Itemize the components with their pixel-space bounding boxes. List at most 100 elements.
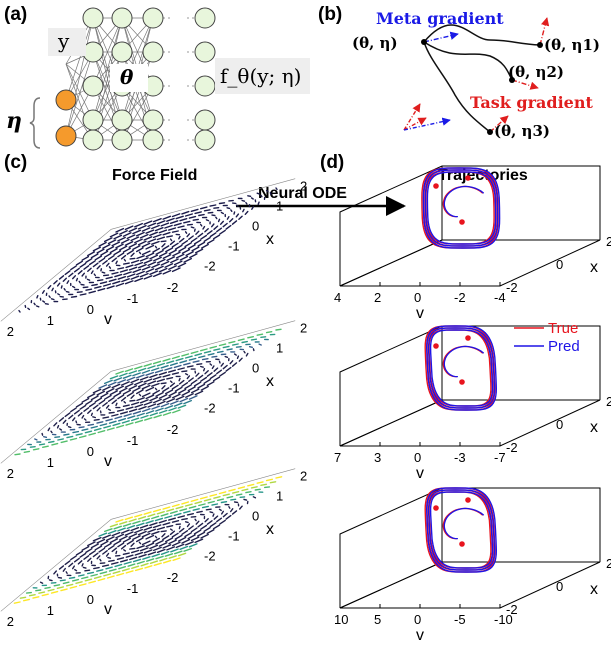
- field-arrow: [212, 524, 221, 530]
- field-arrow: [171, 520, 180, 523]
- field-arrow: [58, 417, 65, 422]
- field-arrow: [216, 517, 223, 523]
- field-arrow: [81, 272, 86, 277]
- field-arrow: [158, 519, 167, 524]
- network-edge: [92, 51, 123, 121]
- field-arrow: [147, 365, 156, 370]
- field-arrow: [275, 187, 278, 191]
- field-arrow: [175, 395, 185, 401]
- field-arrow: [230, 209, 233, 213]
- field-arrow: [59, 428, 63, 431]
- field-arrow: [161, 533, 166, 538]
- x-tick-label: -2: [506, 440, 518, 455]
- field-arrow: [238, 357, 243, 362]
- field-arrow: [36, 295, 39, 299]
- field-arrow: [196, 510, 203, 514]
- field-arrow: [156, 258, 166, 264]
- field-arrow: [147, 403, 157, 408]
- v-tick-label: 0: [414, 612, 421, 627]
- force-field-plot-2: 2 1 0 -1 -2 2 1 0 -1 -2 v x: [0, 320, 307, 481]
- field-arrow: [75, 402, 84, 408]
- field-arrow: [105, 418, 113, 422]
- field-arrow: [115, 370, 124, 375]
- field-arrow: [160, 550, 170, 555]
- field-arrow: [91, 283, 98, 287]
- v-tick-label: 2: [7, 466, 14, 481]
- field-arrow: [143, 236, 153, 241]
- field-arrow: [178, 525, 181, 530]
- network-node: [142, 109, 164, 131]
- true-trajectory: [428, 491, 492, 569]
- field-arrow: [135, 247, 144, 253]
- field-arrow: [225, 366, 232, 372]
- field-arrow: [96, 555, 101, 560]
- field-arrow: [169, 380, 173, 383]
- task-gradient-label: Task gradient: [470, 93, 593, 112]
- field-arrow: [225, 224, 232, 230]
- field-arrow: [205, 219, 210, 222]
- field-arrow: [194, 501, 203, 505]
- field-arrow: [178, 246, 187, 252]
- field-arrow: [59, 579, 66, 582]
- field-arrow: [188, 215, 197, 219]
- field-arrow: [115, 402, 118, 407]
- field-arrow: [92, 416, 97, 419]
- field-arrow: [111, 271, 119, 275]
- field-arrow: [68, 272, 74, 278]
- field-arrow: [66, 280, 70, 284]
- panel-label-c: (c): [4, 152, 27, 173]
- field-arrow: [197, 241, 206, 247]
- field-arrow: [184, 355, 193, 359]
- field-arrow: [123, 549, 127, 552]
- field-arrow: [226, 207, 231, 210]
- field-arrow: [195, 372, 200, 377]
- field-arrow: [103, 379, 113, 385]
- field-arrow: [205, 508, 212, 511]
- field-arrow: [220, 501, 228, 504]
- field-arrow: [126, 391, 134, 397]
- panel-label-b: (b): [318, 4, 342, 25]
- field-arrow: [203, 209, 211, 212]
- field-arrow: [125, 554, 134, 558]
- field-arrow: [105, 552, 110, 557]
- field-arrow: [166, 508, 175, 512]
- field-arrow: [186, 233, 191, 238]
- field-arrow: [136, 270, 145, 276]
- field-arrow: [71, 578, 80, 582]
- v-tick-label: -2: [167, 422, 179, 437]
- field-arrow: [98, 547, 106, 553]
- field-arrow: [92, 552, 99, 558]
- field-arrow: [125, 264, 134, 269]
- field-arrow: [168, 265, 177, 270]
- field-arrow: [194, 248, 204, 254]
- field-arrow: [178, 377, 181, 382]
- field-arrow: [212, 376, 221, 382]
- field-arrow: [122, 523, 132, 527]
- field-arrow: [175, 253, 185, 259]
- field-arrow: [120, 238, 130, 244]
- field-arrow: [70, 265, 77, 271]
- x-tick-label: 0: [556, 257, 563, 272]
- field-arrow: [119, 372, 128, 377]
- field-arrow: [84, 569, 91, 572]
- field-arrow: [184, 532, 193, 538]
- field-arrow: [117, 276, 127, 280]
- field-arrow: [169, 220, 179, 225]
- field-arrow: [67, 426, 72, 429]
- field-arrow: [65, 290, 70, 293]
- network-node: [142, 129, 164, 151]
- force-field-plot-3: 2 1 0 -1 -2 2 1 0 -1 -2 v x: [0, 468, 307, 629]
- field-arrow: [123, 561, 132, 565]
- field-arrow: [110, 561, 119, 565]
- field-arrow: [99, 281, 108, 285]
- field-arrow: [193, 381, 202, 387]
- field-arrow: [151, 240, 160, 245]
- field-arrow: [13, 601, 21, 604]
- true-trajectory: [442, 345, 484, 378]
- field-arrow: [216, 369, 223, 375]
- field-arrow: [231, 343, 239, 346]
- field-arrow: [105, 388, 115, 394]
- field-arrow: [86, 278, 91, 281]
- field-arrow: [188, 235, 194, 241]
